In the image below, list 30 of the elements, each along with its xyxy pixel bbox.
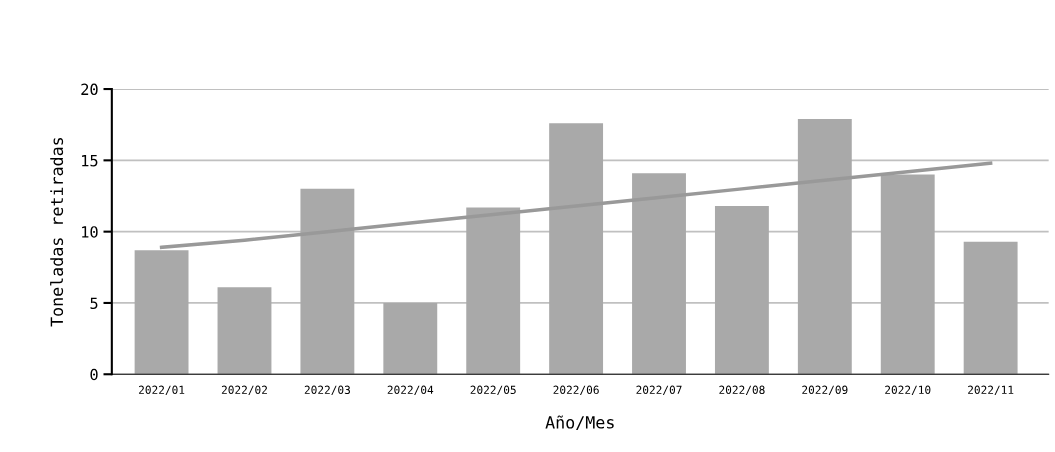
x-tick-label: 2022/01 (138, 385, 185, 395)
bar (880, 174, 935, 375)
bar (466, 207, 521, 375)
y-tick-label: 15 (82, 155, 98, 167)
x-tick-label: 2022/09 (802, 385, 848, 395)
y-axis-title: Toneladas retiradas (50, 137, 64, 327)
bar (383, 302, 438, 375)
y-tick-label: 0 (90, 368, 98, 381)
y-tick-label: 5 (90, 297, 98, 310)
x-tick-label: 2022/07 (636, 385, 682, 395)
bar (632, 173, 686, 375)
x-tick-label: 2022/02 (221, 385, 267, 395)
line-series (159, 161, 993, 250)
bar (217, 287, 272, 375)
bar (797, 118, 852, 375)
bar (134, 250, 189, 375)
x-axis-title: Año/Mes (545, 415, 614, 430)
bar (963, 241, 1018, 375)
x-tick-label: 2022/04 (387, 385, 434, 395)
bar (300, 188, 355, 375)
x-tick-label: 2022/10 (885, 385, 931, 395)
x-tick-label: 2022/08 (719, 385, 765, 395)
bar (549, 123, 604, 375)
x-tick-label: 2022/06 (553, 385, 599, 395)
x-tick-label: 2022/03 (304, 385, 350, 395)
y-tick-label: 20 (81, 83, 98, 96)
x-tick-label: 2022/05 (470, 385, 516, 395)
x-tick-label: 2022/11 (968, 385, 1014, 395)
y-tick-label: 10 (82, 226, 98, 238)
bar (714, 205, 769, 375)
